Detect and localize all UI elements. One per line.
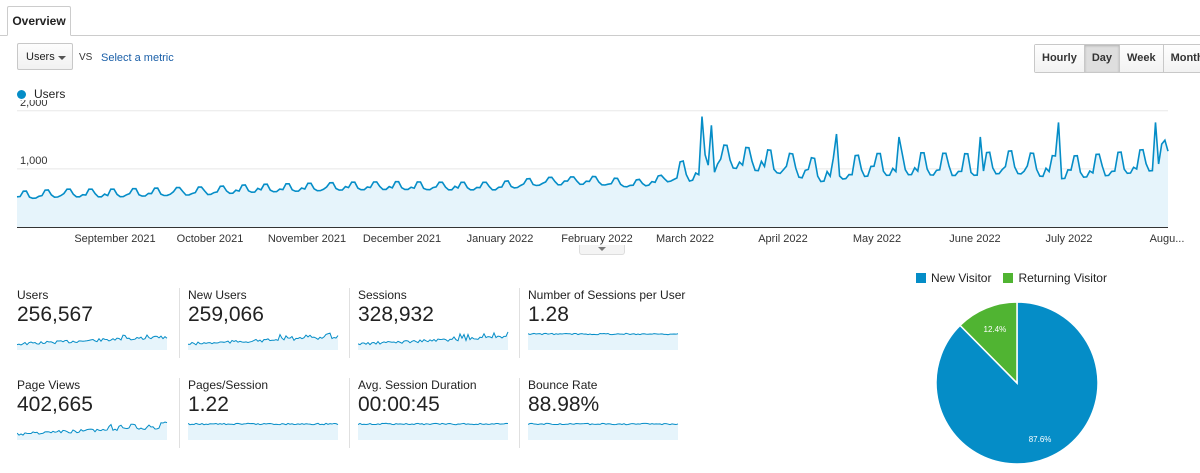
stat-card-4[interactable]: Page Views 402,665 <box>17 378 177 448</box>
sparkline <box>17 421 168 440</box>
y-tick-label: 1,000 <box>20 155 48 167</box>
stat-label: Avg. Session Duration <box>358 378 477 392</box>
pie-legend: New Visitor Returning Visitor <box>916 271 1107 285</box>
sparkline <box>188 422 339 440</box>
sparkline-line <box>188 422 339 426</box>
tab-bar: Overview <box>0 0 1200 36</box>
square-icon <box>916 273 926 283</box>
stat-card-1[interactable]: New Users 259,066 <box>179 288 340 358</box>
caret-down-icon <box>58 56 66 60</box>
stat-label: New Users <box>188 288 247 302</box>
collapse-handle[interactable] <box>579 245 625 255</box>
pie-slice-1[interactable] <box>959 301 1018 385</box>
stat-value: 402,665 <box>17 393 93 416</box>
vs-label: VS <box>79 52 93 63</box>
stat-value: 00:00:45 <box>358 393 440 416</box>
users-line-chart: 2,000 1,000 September 2021 October 2021 Nove… <box>16 100 1185 245</box>
chart-legend: Users <box>17 87 65 101</box>
legend-item-new-visitor: New Visitor <box>916 271 991 285</box>
sparkline-line <box>358 422 509 426</box>
stat-value: 259,066 <box>188 303 264 326</box>
x-tick-label: January 2022 <box>467 233 534 245</box>
stat-card-2[interactable]: Sessions 328,932 <box>349 288 510 358</box>
x-tick-label: June 2022 <box>949 233 1000 245</box>
month-button[interactable]: Month <box>1163 45 1200 72</box>
x-tick-label: December 2021 <box>363 233 441 245</box>
stat-value: 1.22 <box>188 393 229 416</box>
hourly-button[interactable]: Hourly <box>1035 45 1085 72</box>
stat-label: Users <box>17 288 49 302</box>
metric-select-value: Users <box>26 51 55 63</box>
sparkline <box>17 334 168 350</box>
x-tick-label: February 2022 <box>561 233 633 245</box>
sparkline <box>188 332 339 350</box>
pie-slice-label: 87.6% <box>1029 435 1052 444</box>
sparkline-area <box>188 423 338 440</box>
sparkline-line <box>358 331 509 346</box>
sparkline-area <box>17 422 167 440</box>
sparkline-line <box>17 421 168 436</box>
stat-label: Sessions <box>358 288 407 302</box>
stat-card-0[interactable]: Users 256,567 <box>17 288 177 358</box>
x-tick-label: May 2022 <box>853 233 901 245</box>
week-button[interactable]: Week <box>1120 45 1164 72</box>
stat-label: Pages/Session <box>188 378 269 392</box>
legend-dot-icon <box>17 90 26 99</box>
sparkline-line <box>528 332 679 336</box>
stat-label: Page Views <box>17 378 81 392</box>
sparkline <box>528 422 679 440</box>
square-icon <box>1003 273 1014 283</box>
sparkline-area <box>17 335 167 350</box>
stat-card-7[interactable]: Bounce Rate 88.98% <box>519 378 680 448</box>
stat-card-3[interactable]: Number of Sessions per User 1.28 <box>519 288 685 358</box>
sparkline-area <box>528 333 678 350</box>
visitor-pie-chart: 87.6% 12.4% <box>935 301 1099 465</box>
sparkline-line <box>188 332 339 346</box>
sparkline-line <box>528 422 679 426</box>
stat-card-6[interactable]: Avg. Session Duration 00:00:45 <box>349 378 510 448</box>
select-metric-link[interactable]: Select a metric <box>101 52 174 64</box>
legend-item-returning-visitor: Returning Visitor <box>1003 271 1107 285</box>
stat-card-5[interactable]: Pages/Session 1.22 <box>179 378 340 448</box>
stat-label: Number of Sessions per User <box>528 288 686 302</box>
stat-value: 256,567 <box>17 303 93 326</box>
x-tick-label: April 2022 <box>758 233 808 245</box>
x-tick-label: October 2021 <box>177 233 244 245</box>
sparkline-area <box>528 423 678 440</box>
legend-label-users: Users <box>34 87 66 101</box>
sparkline-area <box>188 333 338 350</box>
users-line <box>16 116 1169 200</box>
legend-label-new-visitor: New Visitor <box>931 271 992 285</box>
x-tick-label: September 2021 <box>74 233 155 245</box>
day-button[interactable]: Day <box>1084 45 1121 72</box>
stat-label: Bounce Rate <box>528 378 598 392</box>
sparkline <box>358 422 509 440</box>
sparkline <box>358 331 509 350</box>
granularity-toggle: Hourly Day Week Month <box>1034 44 1200 73</box>
sparkline-line <box>17 334 168 346</box>
metric-select[interactable]: Users <box>17 43 73 70</box>
y-tick-label: 2,000 <box>20 100 48 109</box>
users-area <box>17 116 1168 227</box>
sparkline <box>528 332 679 350</box>
sparkline-area <box>358 331 508 350</box>
sparkline-area <box>358 423 508 440</box>
tab-overview[interactable]: Overview <box>7 6 71 36</box>
x-tick-label: March 2022 <box>656 233 714 245</box>
x-tick-label: November 2021 <box>268 233 346 245</box>
stat-value: 88.98% <box>528 393 600 416</box>
stat-value: 1.28 <box>528 303 569 326</box>
legend-label-returning-visitor: Returning Visitor <box>1018 271 1107 285</box>
stat-value: 328,932 <box>358 303 434 326</box>
pie-slice-label: 12.4% <box>984 325 1007 334</box>
chevron-down-icon <box>598 247 606 251</box>
x-tick-label: July 2022 <box>1045 233 1092 245</box>
x-tick-label: Augu... <box>1150 233 1185 245</box>
